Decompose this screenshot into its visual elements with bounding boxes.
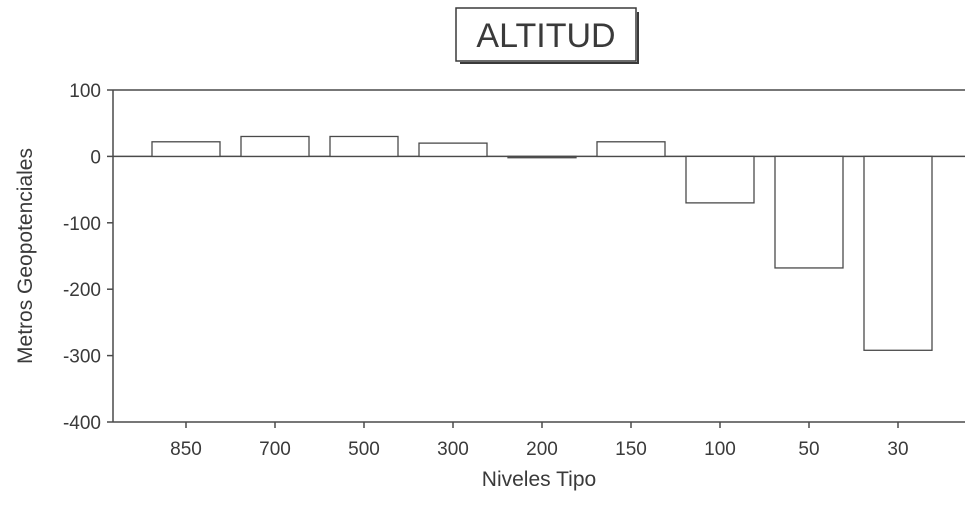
- x-tick-label: 100: [704, 439, 736, 460]
- y-tick-label: -200: [63, 280, 101, 301]
- x-axis-label: Niveles Tipo: [482, 468, 596, 491]
- x-tick-label: 850: [170, 439, 202, 460]
- bar-500: [329, 135, 399, 158]
- bar-30: [863, 155, 933, 351]
- x-tick-label: 500: [348, 439, 380, 460]
- y-tick-label: 100: [69, 81, 101, 102]
- bar-150: [596, 141, 666, 158]
- x-tick-label: 200: [526, 439, 558, 460]
- bar-850: [151, 141, 221, 158]
- x-tick-label: 150: [615, 439, 647, 460]
- bar-200: [507, 155, 577, 159]
- x-axis-ticks: 850 700 500 300 200 150 100 50 30: [170, 422, 909, 460]
- bar-100: [685, 155, 755, 204]
- x-tick-label: 700: [259, 439, 291, 460]
- y-tick-label: -100: [63, 214, 101, 235]
- bar-series: [151, 135, 933, 351]
- y-tick-label: 0: [90, 147, 101, 168]
- x-tick-label: 50: [798, 439, 819, 460]
- bar-700: [240, 135, 310, 158]
- bar-50: [774, 155, 844, 269]
- chart-title: ALTITUD: [476, 17, 615, 55]
- y-tick-label: -300: [63, 347, 101, 368]
- chart-title-box: [455, 7, 637, 62]
- x-tick-label: 300: [437, 439, 469, 460]
- y-axis-ticks: 100 0 -100 -200 -300 -400: [63, 81, 113, 434]
- x-tick-label: 30: [887, 439, 908, 460]
- y-axis-label: Metros Geopotenciales: [14, 148, 37, 364]
- y-tick-label: -400: [63, 413, 101, 434]
- bar-300: [418, 142, 488, 158]
- chart-title-group: ALTITUD: [455, 7, 639, 64]
